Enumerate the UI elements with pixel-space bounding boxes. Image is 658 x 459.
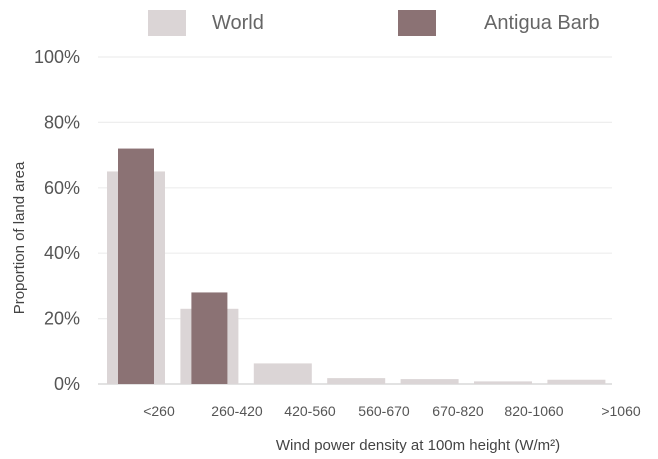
legend-label-antigua: Antigua Barb — [484, 11, 600, 34]
y-axis-ticks: 0% 20% 40% 60% 80% 100% — [34, 47, 80, 394]
legend-swatch-antigua — [398, 10, 436, 36]
grid-lines — [98, 56, 612, 385]
x-tick-label: 560-670 — [358, 403, 410, 419]
x-tick-label: 420-560 — [284, 403, 336, 419]
y-tick-label: 80% — [44, 112, 80, 132]
bar-world — [547, 379, 606, 384]
y-tick-label: 0% — [54, 374, 80, 394]
x-tick-label: 670-820 — [432, 403, 484, 419]
y-tick-label: 40% — [44, 243, 80, 263]
bar-antigua-barb — [191, 292, 228, 384]
y-tick-label: 60% — [44, 178, 80, 198]
x-tick-label: 820-1060 — [504, 403, 563, 419]
bar-world — [400, 379, 459, 384]
legend-item-world: World — [148, 10, 264, 36]
y-tick-label: 100% — [34, 47, 80, 67]
x-tick-label: 260-420 — [211, 403, 263, 419]
y-tick-label: 20% — [44, 309, 80, 329]
bars — [107, 148, 606, 384]
legend-label-world: World — [212, 11, 264, 34]
x-axis-ticks: <260 260-420 420-560 560-670 670-820 820-1060… — [143, 403, 641, 419]
x-axis-title: Wind power density at 100m height (W/m²) — [276, 437, 560, 454]
x-tick-label: >1060 — [601, 403, 641, 419]
y-axis-title: Proportion of land area — [11, 161, 28, 314]
legend-item-antigua: Antigua Barb — [398, 10, 600, 36]
x-tick-label: <260 — [143, 403, 175, 419]
bar-world — [253, 363, 312, 384]
bar-world — [327, 378, 386, 384]
legend-swatch-world — [148, 10, 186, 36]
bar-antigua-barb — [118, 148, 154, 384]
bar-world — [474, 381, 532, 384]
